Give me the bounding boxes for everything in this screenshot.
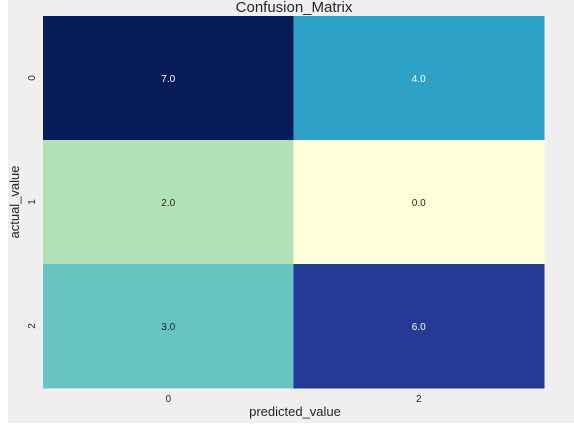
- heatmap-cell-1-0: [43, 140, 294, 265]
- cell-value-label-1-0: 2.0: [161, 198, 175, 209]
- y-tick-labels: 0 1 2: [27, 75, 38, 329]
- x-axis-label: predicted_value: [249, 404, 341, 419]
- heatmap-annotations: 7.0 4.0 2.0 0.0 3.0 6.0: [161, 74, 426, 333]
- y-tick-label-1: 1: [27, 199, 38, 205]
- heatmap-cells: [43, 16, 545, 389]
- cell-value-label-1-1: 0.0: [412, 198, 426, 209]
- cell-value-label-2-1: 6.0: [412, 322, 426, 333]
- heatmap-cell-2-1: [293, 264, 545, 389]
- y-tick-label-0: 0: [27, 75, 38, 81]
- cell-value-label-0-1: 4.0: [412, 74, 426, 85]
- x-tick-label-0: 0: [165, 394, 171, 405]
- heatmap-cell-2-0: [43, 264, 294, 389]
- heatmap-cell-1-1: [293, 140, 545, 265]
- chart-title: Confusion_Matrix: [236, 0, 353, 16]
- cell-value-label-2-0: 3.0: [161, 322, 175, 333]
- heatmap-cell-0-0: [43, 16, 294, 141]
- y-axis-label: actual_value: [8, 166, 22, 239]
- heatmap-cell-0-1: [293, 16, 545, 141]
- y-tick-label-2: 2: [27, 323, 38, 329]
- x-tick-label-1: 2: [416, 394, 422, 405]
- cell-value-label-0-0: 7.0: [161, 74, 175, 85]
